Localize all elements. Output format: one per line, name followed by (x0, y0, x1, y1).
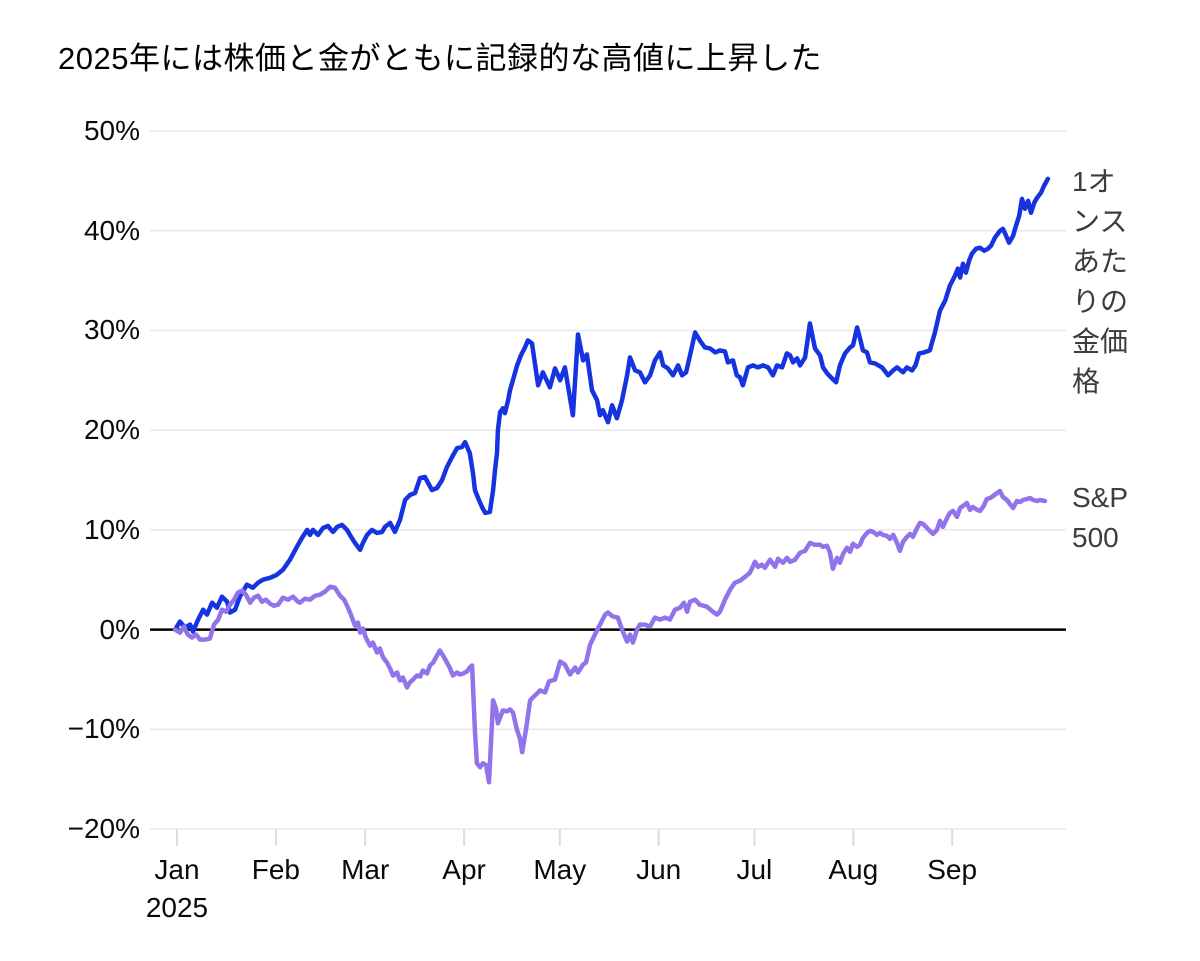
series-label-line: 金価 (1072, 326, 1129, 357)
series-label-line: S&P (1072, 482, 1129, 513)
y-axis-tick-label: 10% (83, 513, 140, 545)
series-label-line: 1オ (1072, 166, 1116, 197)
y-axis-tick-label: 50% (83, 115, 140, 147)
x-axis-tick-label: Apr (442, 854, 486, 885)
x-axis-tick-label: Sep (927, 854, 978, 885)
y-axis-tick-label: 40% (83, 214, 140, 246)
gold-series-line (172, 176, 1051, 634)
x-axis-tick-label: Aug (828, 854, 879, 885)
x-axis-tick-label: Jul (736, 854, 773, 885)
sp500-series-line (172, 488, 1048, 785)
x-axis-tick-label: Mar (341, 854, 390, 885)
y-axis-tick-label: 0% (99, 613, 140, 645)
series-label-line: りの (1072, 286, 1129, 317)
series-label-line: 500 (1072, 522, 1119, 553)
y-axis-tick-label: 30% (83, 314, 140, 346)
gold-series-label: 1オンスあたりの金価格 (1072, 162, 1128, 402)
x-axis-year-label: 2025 (145, 892, 209, 923)
y-axis-tick-label: −10% (67, 713, 140, 745)
y-axis-tick-label: 20% (83, 414, 140, 446)
chart-title: 2025年には株価と金がともに記録的な高値に上昇した (58, 41, 822, 76)
x-axis-tick-label: Feb (251, 854, 300, 885)
x-axis-tick-label: Jan (154, 854, 200, 885)
series-label-line: 格 (1072, 366, 1101, 397)
series-label-line: あた (1072, 246, 1129, 277)
series-label-line: ンス (1072, 206, 1128, 237)
x-axis-tick-label: May (533, 854, 587, 885)
y-axis-tick-label: −20% (67, 813, 140, 845)
sp500-series-label: S&P 500 (1072, 478, 1128, 558)
x-axis-tick-label: Jun (636, 854, 682, 885)
